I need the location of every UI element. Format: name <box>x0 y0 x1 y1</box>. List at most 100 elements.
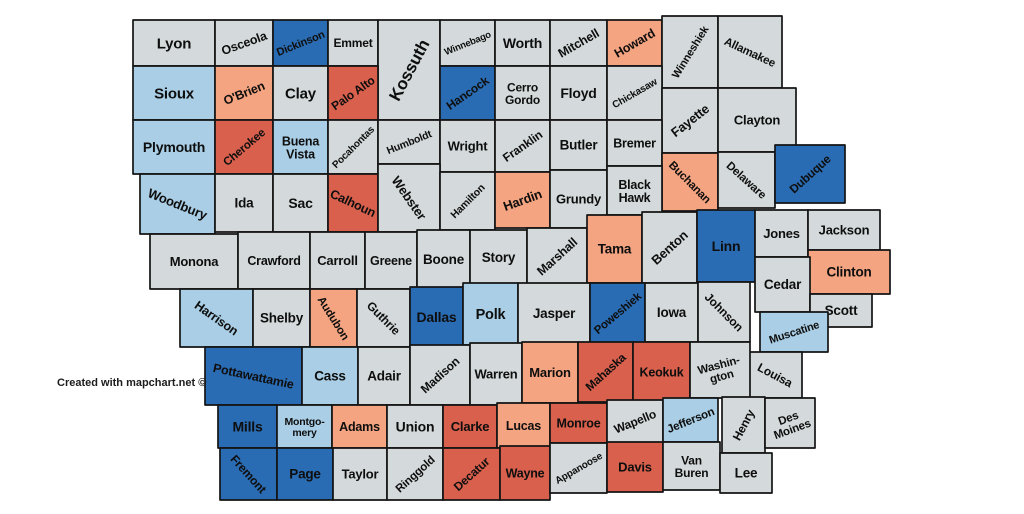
county-shape-union[interactable] <box>386 404 444 449</box>
county-clinton[interactable]: Clinton <box>807 249 891 295</box>
county-shape-webster[interactable] <box>377 163 441 233</box>
county-clarke[interactable]: Clarke <box>442 404 498 449</box>
county-kossuth[interactable]: Kossuth <box>377 19 441 121</box>
county-shape-washington[interactable] <box>689 341 751 399</box>
county-shape-muscatine[interactable] <box>759 311 829 353</box>
county-shape-winnebago[interactable] <box>439 19 496 67</box>
county-lee[interactable]: Lee <box>719 452 773 494</box>
county-shape-hardin[interactable] <box>494 171 551 229</box>
county-shape-lyon[interactable] <box>132 19 216 67</box>
county-plymouth[interactable]: Plymouth <box>132 119 216 175</box>
county-hardin[interactable]: Hardin <box>494 171 551 229</box>
county-emmet[interactable]: Emmet <box>327 19 379 67</box>
county-shape-cherokee[interactable] <box>214 119 274 175</box>
county-shape-johnson[interactable] <box>697 281 751 343</box>
county-cass[interactable]: Cass <box>301 346 359 406</box>
county-shape-lee[interactable] <box>719 452 773 494</box>
county-delaware[interactable]: Delaware <box>717 151 776 209</box>
county-shape-taylor[interactable] <box>332 447 388 501</box>
county-crawford[interactable]: Crawford <box>237 231 311 290</box>
county-polk[interactable]: Polk <box>462 282 519 346</box>
county-dallas[interactable]: Dallas <box>409 286 464 348</box>
county-shape-calhoun[interactable] <box>327 173 379 233</box>
county-page[interactable]: Page <box>276 447 334 501</box>
county-shape-linn[interactable] <box>696 209 756 283</box>
county-calhoun[interactable]: Calhoun <box>327 173 379 233</box>
county-decatur[interactable]: Decatur <box>442 447 501 501</box>
county-shape-wapello[interactable] <box>606 399 664 444</box>
county-taylor[interactable]: Taylor <box>332 447 388 501</box>
county-shape-greene[interactable] <box>364 231 418 290</box>
county-shape-crawford[interactable] <box>237 231 311 290</box>
county-pottawattamie[interactable]: Pottawattamie <box>204 346 303 406</box>
county-sioux[interactable]: Sioux <box>132 65 216 121</box>
county-keokuk[interactable]: Keokuk <box>632 341 691 403</box>
county-warren[interactable]: Warren <box>469 342 523 406</box>
county-shape-worth[interactable] <box>494 19 551 67</box>
county-carroll[interactable]: Carroll <box>309 231 366 290</box>
county-shape-winneshiek[interactable] <box>661 15 719 89</box>
county-osceola[interactable]: Osceola <box>214 19 274 67</box>
county-lyon[interactable]: Lyon <box>132 19 216 67</box>
county-shape-poweshiek[interactable] <box>589 282 646 344</box>
county-woodbury[interactable]: Woodbury <box>139 173 216 235</box>
county-webster[interactable]: Webster <box>377 163 441 233</box>
county-shape-ringgold[interactable] <box>386 447 444 501</box>
county-shape-cass[interactable] <box>301 346 359 406</box>
county-shape-keokuk[interactable] <box>632 341 691 403</box>
county-shape-davis[interactable] <box>606 441 664 493</box>
county-benton[interactable]: Benton <box>641 211 698 284</box>
county-shape-adair[interactable] <box>357 346 411 406</box>
county-story[interactable]: Story <box>469 229 528 286</box>
county-shape-dubuque[interactable] <box>774 144 846 204</box>
county-shape-decatur[interactable] <box>442 447 501 501</box>
county-iowa[interactable]: Iowa <box>644 282 699 343</box>
county-louisa[interactable]: Louisa <box>747 351 803 399</box>
county-shape-ida[interactable] <box>214 173 274 233</box>
county-shape-humboldt[interactable] <box>377 119 441 165</box>
county-worth[interactable]: Worth <box>494 19 551 67</box>
county-franklin[interactable]: Franklin <box>494 119 551 173</box>
county-marion[interactable]: Marion <box>521 341 579 404</box>
county-shape-cedar[interactable] <box>754 256 811 313</box>
county-ringgold[interactable]: Ringgold <box>386 447 444 501</box>
county-muscatine[interactable]: Muscatine <box>759 311 829 353</box>
county-shape-butler[interactable] <box>549 119 608 171</box>
county-boone[interactable]: Boone <box>416 229 471 290</box>
county-shape-jones[interactable] <box>754 209 809 258</box>
county-shape-buchanan[interactable] <box>661 152 719 212</box>
county-shape-dickinson[interactable] <box>272 19 329 67</box>
county-johnson[interactable]: Johnson <box>697 281 751 343</box>
county-davis[interactable]: Davis <box>606 441 664 493</box>
county-buchanan[interactable]: Buchanan <box>661 152 719 212</box>
county-clay[interactable]: Clay <box>272 65 329 121</box>
county-shape-appanoose[interactable] <box>549 442 608 494</box>
county-dickinson[interactable]: Dickinson <box>272 19 329 67</box>
county-mills[interactable]: Mills <box>217 404 278 449</box>
county-shape-carroll[interactable] <box>309 231 366 290</box>
county-shape-franklin[interactable] <box>494 119 551 173</box>
county-shape-black-hawk[interactable] <box>606 165 663 216</box>
county-montgomery[interactable]: Montgo-mery <box>276 404 333 449</box>
county-butler[interactable]: Butler <box>549 119 608 171</box>
county-des-moines[interactable]: DesMoines <box>764 397 816 449</box>
county-greene[interactable]: Greene <box>364 231 418 290</box>
county-cerro-gordo[interactable]: Cerro Gordo <box>494 65 551 121</box>
county-shape-jefferson[interactable] <box>662 397 719 443</box>
county-shape-dallas[interactable] <box>409 286 464 348</box>
county-shape-shelby[interactable] <box>252 288 311 348</box>
county-shape-sac[interactable] <box>272 173 329 233</box>
county-shape-fremont[interactable] <box>219 447 278 501</box>
county-shape-plymouth[interactable] <box>132 119 216 175</box>
county-shape-monroe[interactable] <box>549 402 608 444</box>
county-poweshiek[interactable]: Poweshiek <box>589 282 646 344</box>
county-madison[interactable]: Madison <box>409 344 471 406</box>
county-shape-page[interactable] <box>276 447 334 501</box>
county-shape-obrien[interactable] <box>214 65 274 121</box>
county-wapello[interactable]: Wapello <box>606 399 664 444</box>
county-shape-mahaska[interactable] <box>577 341 634 403</box>
county-shape-floyd[interactable] <box>549 65 608 121</box>
county-shape-tama[interactable] <box>586 214 643 284</box>
county-tama[interactable]: Tama <box>586 214 643 284</box>
county-shape-howard[interactable] <box>606 19 663 67</box>
